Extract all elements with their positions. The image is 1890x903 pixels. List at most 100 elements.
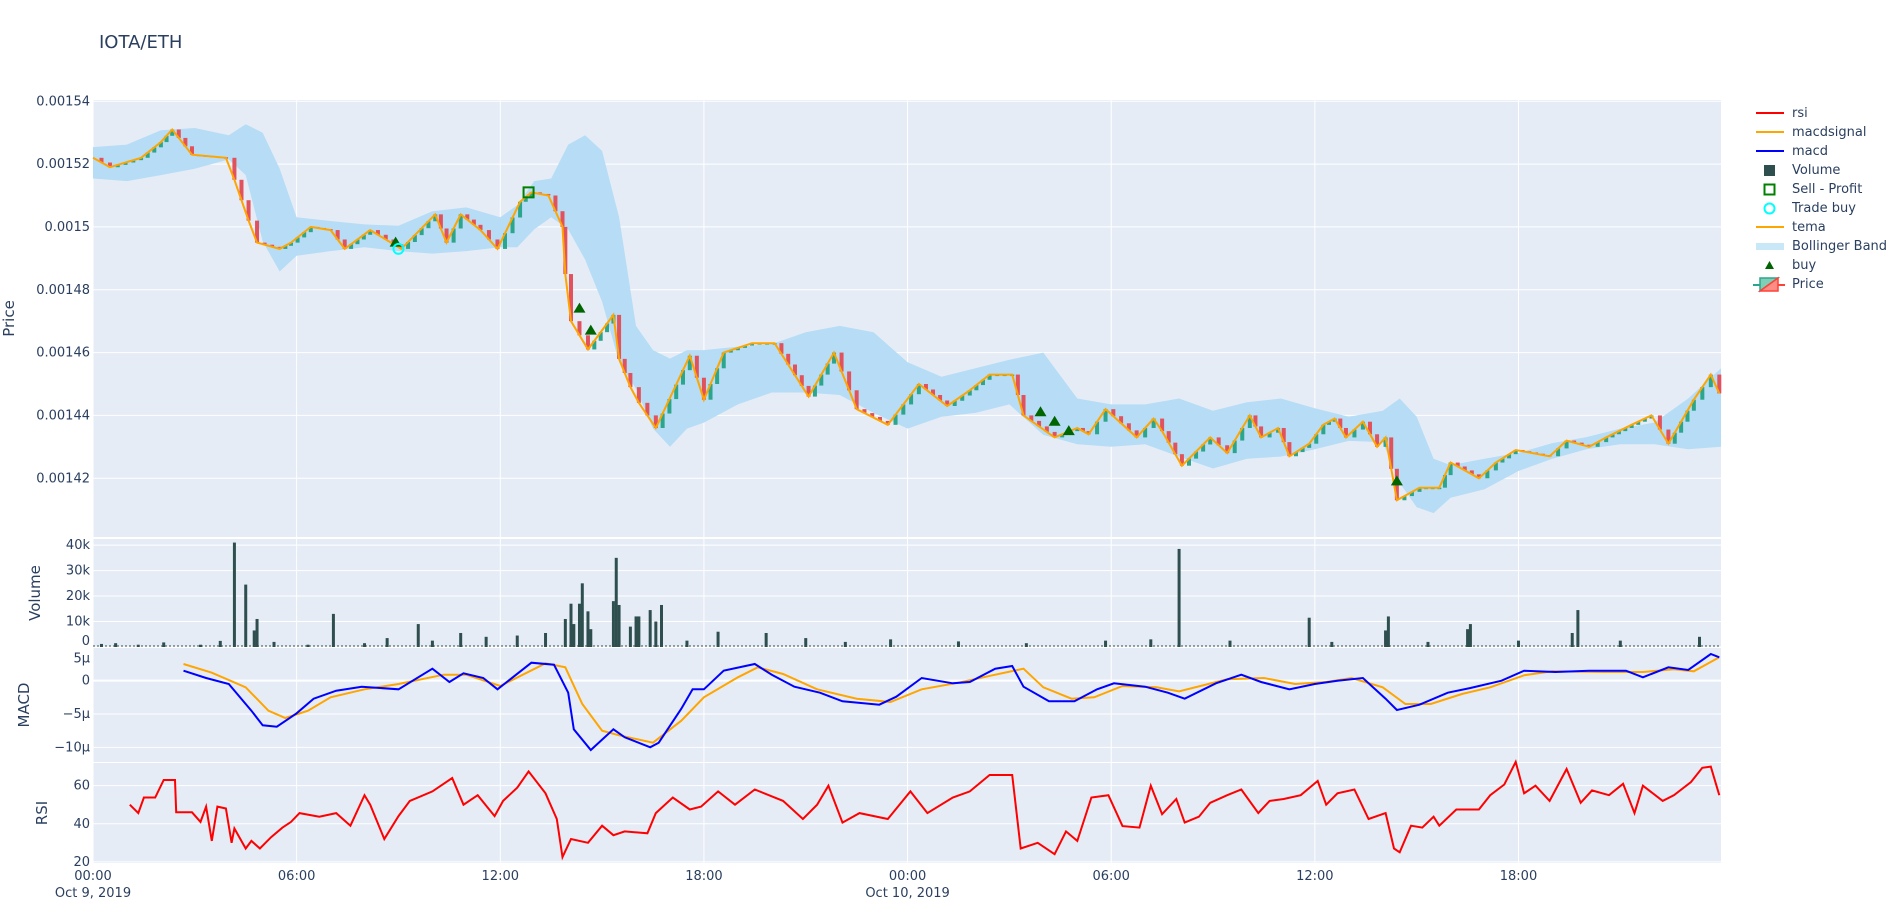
- line-icon: [1756, 226, 1784, 228]
- candle: [1360, 421, 1365, 430]
- legend-label: rsi: [1792, 106, 1808, 121]
- band-icon: [1756, 243, 1784, 250]
- volume-bar: [956, 641, 960, 647]
- volume-bar: [685, 640, 689, 647]
- x-tick-label: 06:00: [278, 869, 315, 884]
- candle: [115, 164, 120, 168]
- volume-bar: [648, 610, 652, 647]
- volume-bar: [515, 635, 519, 647]
- candle: [960, 395, 965, 401]
- candle: [980, 379, 985, 386]
- volume-bar: [659, 604, 663, 647]
- candle: [1095, 421, 1100, 435]
- volume-bar: [614, 557, 618, 647]
- candle: [577, 321, 582, 336]
- volume-bar: [272, 641, 276, 647]
- candle: [1300, 447, 1305, 453]
- candle: [825, 363, 830, 375]
- price-y-tick-label: 0.00142: [36, 471, 90, 486]
- legend-item-price[interactable]: Price: [1752, 275, 1887, 294]
- candle: [819, 374, 824, 386]
- candle: [645, 402, 650, 416]
- candle: [877, 416, 882, 421]
- volume-bar: [1698, 636, 1702, 647]
- buy-marker: [584, 324, 597, 335]
- legend-item-rsi[interactable]: rsi: [1752, 104, 1887, 123]
- legend-item-bollinger-band[interactable]: Bollinger Band: [1752, 237, 1887, 256]
- bollinger-band: [93, 124, 1721, 514]
- sell-profit-marker: [522, 186, 535, 199]
- candle: [598, 332, 603, 341]
- candle: [1052, 431, 1057, 438]
- volume-bar: [416, 624, 420, 647]
- volume-bar: [99, 643, 103, 647]
- candle: [1409, 491, 1414, 497]
- volume-bar: [255, 618, 259, 647]
- candle: [1201, 444, 1206, 452]
- legend-item-volume[interactable]: Volume: [1752, 161, 1887, 180]
- volume-bar: [889, 639, 893, 647]
- x-date-label: Oct 10, 2019: [865, 886, 950, 901]
- legend-label: Trade buy: [1792, 201, 1856, 216]
- candle: [361, 234, 366, 240]
- volume-bar: [1386, 616, 1390, 647]
- candle: [923, 384, 928, 390]
- candle: [451, 228, 456, 243]
- legend-item-trade-buy[interactable]: Trade buy: [1752, 199, 1887, 218]
- candle: [1375, 434, 1380, 447]
- candle: [1672, 432, 1677, 444]
- candle: [806, 385, 811, 397]
- volume-y-tick-label: 40k: [66, 538, 91, 553]
- candle: [170, 129, 175, 136]
- volume-y-tick-label: 0: [82, 634, 90, 649]
- candle: [1126, 423, 1131, 431]
- volume-bar: [1330, 641, 1334, 647]
- panel-volume-background: [93, 539, 1721, 647]
- trade-buy-marker: [392, 242, 405, 255]
- candle: [1307, 443, 1312, 448]
- candle: [901, 404, 906, 415]
- candle: [383, 234, 388, 240]
- candle: [107, 162, 112, 168]
- volume-y-tick-label: 20k: [66, 589, 91, 604]
- candle: [438, 214, 443, 229]
- candle: [792, 364, 797, 376]
- candle: [1075, 427, 1080, 432]
- legend-item-tema[interactable]: tema: [1752, 218, 1887, 237]
- candle: [1103, 409, 1108, 422]
- line-icon: [1756, 131, 1784, 133]
- candle: [246, 200, 251, 221]
- candle: [1225, 445, 1230, 454]
- candlestick-icon: [1753, 276, 1785, 293]
- price-y-tick-label: 0.00152: [36, 157, 90, 172]
- buy-marker: [1390, 475, 1403, 486]
- candle: [510, 217, 515, 234]
- volume-bar: [1307, 617, 1311, 647]
- volume-bar: [716, 631, 720, 647]
- volume-bar: [1468, 624, 1472, 647]
- candle: [931, 389, 936, 395]
- legend-item-macd[interactable]: macd: [1752, 142, 1887, 161]
- candle: [1469, 470, 1474, 475]
- volume-bar: [1149, 639, 1153, 647]
- candle: [1666, 429, 1671, 444]
- legend-item-macdsignal[interactable]: macdsignal: [1752, 123, 1887, 142]
- rsi-line: [129, 759, 1721, 861]
- candle: [1610, 434, 1615, 438]
- price-y-tick-label: 0.00144: [36, 408, 90, 423]
- candle: [335, 230, 340, 240]
- candle: [1247, 415, 1252, 428]
- volume-bar: [331, 613, 335, 647]
- square-outline-icon: [1763, 183, 1776, 196]
- volume-bar: [385, 638, 389, 647]
- candle: [1417, 487, 1422, 492]
- candle: [617, 314, 622, 359]
- x-tick-label: 00:00: [889, 869, 926, 884]
- volume-bar: [580, 583, 584, 647]
- legend-item-buy[interactable]: buy: [1752, 256, 1887, 275]
- price-axis-title: Price: [0, 300, 18, 337]
- legend-item-sell-profit[interactable]: Sell - Profit: [1752, 180, 1887, 199]
- candle: [1485, 470, 1490, 479]
- volume-bar: [1177, 548, 1181, 647]
- candle: [1232, 440, 1237, 454]
